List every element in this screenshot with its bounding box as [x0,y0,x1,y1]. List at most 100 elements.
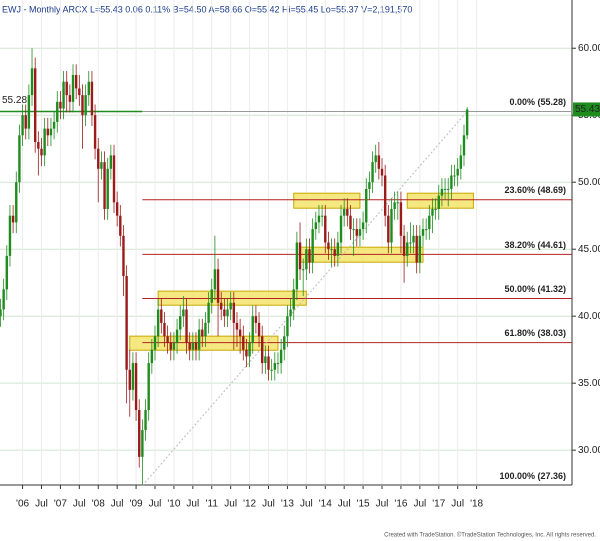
candle-body [106,168,109,210]
x-tick-label: Jul [73,499,86,510]
fib-label: 0.00% (55.28) [509,97,566,107]
candle-body [443,188,447,190]
candle-body [387,215,390,243]
candle-body [138,409,141,457]
candle-body [18,135,21,183]
candle-body [374,155,377,163]
candle-body [349,215,352,230]
candle-body [97,148,100,169]
candle-body [56,101,59,122]
candle-body [179,316,182,330]
candle-body [453,175,456,177]
x-tick-label: Jul [186,499,199,510]
candle-body [27,95,31,129]
x-tick-label: '18 [470,499,483,510]
candle-body [84,95,87,116]
candle-body [87,81,90,96]
candle-body [399,202,403,236]
candle-body [78,88,81,96]
candle-body [109,155,113,169]
x-tick-label: '14 [319,499,332,510]
candle-body [0,309,2,317]
x-tick-label: '12 [243,499,256,510]
candle-body [260,336,264,364]
candle-body [295,242,299,290]
candle-body [355,229,358,236]
candle-body [311,229,314,263]
candle-body [15,182,18,223]
fib-label: 23.60% (48.69) [504,185,566,195]
candle-body [100,162,103,169]
candle-body [292,289,295,310]
candle-body [264,356,267,364]
candle-body [65,81,68,96]
candle-body [352,229,355,231]
y-tick-label: 45.00 [578,244,600,255]
left-level-label: 55.28 [2,95,27,106]
candle-body [298,242,302,270]
candle-body [276,363,280,365]
fib-label: 50.00% (41.32) [504,284,566,294]
x-tick-label: Jul [35,499,48,510]
fib-label: 61.80% (38.03) [504,328,566,338]
candle-body [112,155,116,203]
x-tick-label: Jul [224,499,237,510]
candle-body [358,229,362,236]
zone [293,192,361,209]
candle-body [279,349,283,364]
candle-body [371,162,374,183]
candle-body [336,242,340,256]
candle-body [68,95,72,102]
candle-body [305,249,308,270]
candle-body [342,209,346,216]
x-tick-label: Jul [451,499,464,510]
candle-body [456,168,459,176]
candle-body [46,128,49,136]
candle-body [156,309,160,337]
candle-body [415,235,418,263]
candle-body [175,329,179,343]
candle-body [270,369,273,371]
candle-body [153,336,157,350]
candle-body [185,309,188,343]
candle-body [40,148,43,156]
candle-body [194,342,198,350]
candle-body [380,168,384,176]
candle-body [289,309,292,317]
candle-body [43,128,46,156]
x-tick-label: '11 [206,499,219,510]
candle-body [160,309,163,323]
candle-body [52,121,56,129]
candle-body [144,409,147,431]
candle-body [5,255,9,290]
candle-body [390,209,393,243]
candle-body [191,342,195,350]
candle-body [182,309,185,317]
candle-body [339,215,343,243]
candle-body [115,202,119,216]
candle-body [267,356,270,370]
candle-body [431,209,434,216]
candle-body [37,142,40,149]
fib-label: 100.00% (27.36) [499,471,566,481]
candle-body [172,342,176,350]
candle-body [447,188,450,190]
candle-body [30,68,34,96]
candle-body [210,289,213,303]
candle-body [93,115,97,149]
candle-body [163,322,166,337]
candle-body [207,302,210,323]
candle-body [301,269,305,271]
x-tick-label: '16 [394,499,407,510]
candle-body [327,242,330,250]
x-tick-label: '10 [167,499,180,510]
candle-body [11,215,15,223]
candle-body [418,235,422,263]
candle-body [128,369,131,390]
x-tick-label: Jul [300,499,313,510]
fib-label: 38.20% (44.61) [504,240,566,250]
candle-body [150,349,154,364]
candle-body [147,363,150,410]
y-tick-label: 40.00 [578,311,600,322]
